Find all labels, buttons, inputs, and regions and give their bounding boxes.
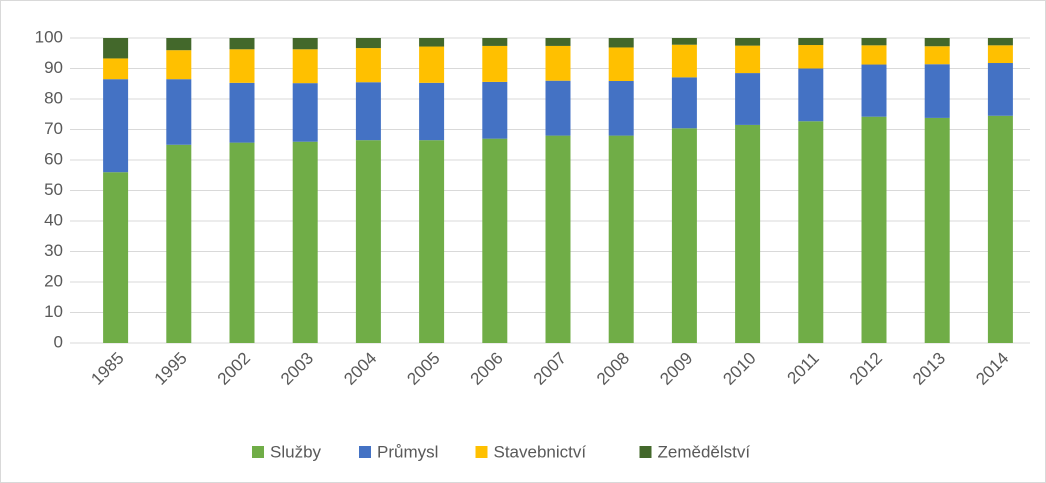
bar-segment <box>608 47 634 82</box>
y-tick-label: 20 <box>44 271 63 290</box>
bar-segment <box>166 79 192 145</box>
legend-swatch <box>475 446 488 458</box>
bar-segment <box>987 38 1013 46</box>
bar-segment <box>545 135 571 343</box>
bar-segment <box>861 38 887 46</box>
bar-segment <box>798 38 824 46</box>
y-tick-label: 50 <box>44 180 63 199</box>
y-tick-label: 10 <box>44 302 63 321</box>
bar-segment <box>608 81 634 136</box>
bar-segment <box>798 121 824 343</box>
y-tick-label: 0 <box>54 332 63 351</box>
bar-segment <box>103 172 129 343</box>
bar-segment <box>103 79 129 173</box>
bar-segment <box>355 38 381 49</box>
bar-segment <box>292 83 318 142</box>
bar-segment <box>735 38 761 46</box>
bar-segment <box>419 140 445 343</box>
bar-segment <box>671 77 697 129</box>
bar-segment <box>229 82 255 143</box>
bar-segment <box>229 142 255 343</box>
y-tick-label: 70 <box>44 119 63 138</box>
y-tick-label: 80 <box>44 88 63 107</box>
bar-segment <box>861 45 887 65</box>
bar-segment <box>671 38 697 45</box>
legend-label: Zemědělství <box>658 442 751 461</box>
bar-segment <box>735 73 761 125</box>
bar-segment <box>798 68 824 122</box>
bar-segment <box>608 38 634 48</box>
bar-segment <box>861 116 887 343</box>
y-tick-label: 90 <box>44 58 63 77</box>
bar-segment <box>735 124 761 343</box>
y-tick-label: 60 <box>44 149 63 168</box>
legend-label: Služby <box>270 442 322 461</box>
bar-segment <box>482 38 508 46</box>
bar-segment <box>355 82 381 141</box>
legend-label: Stavebnictví <box>494 442 587 461</box>
bar-segment <box>482 45 508 82</box>
bar-segment <box>924 38 950 47</box>
legend-swatch <box>359 446 371 458</box>
bar-segment <box>292 49 318 84</box>
bar-segment <box>924 46 950 65</box>
bar-segment <box>103 58 129 80</box>
bar-segment <box>103 38 129 59</box>
bar-segment <box>419 82 445 141</box>
bar-segment <box>924 117 950 343</box>
bar-segment <box>735 45 761 74</box>
bar-segment <box>798 45 824 69</box>
bar-segment <box>419 46 445 83</box>
bar-segment <box>545 45 571 81</box>
bar-segment <box>987 45 1013 64</box>
bar-segment <box>924 64 950 118</box>
bar-segment <box>861 64 887 117</box>
y-tick-label: 100 <box>35 27 63 46</box>
bar-segment <box>482 81 508 139</box>
legend-swatch <box>252 446 264 458</box>
bar-segment <box>292 38 318 50</box>
bar-segment <box>355 48 381 83</box>
bar-segment <box>987 115 1013 344</box>
bar-segment <box>545 80 571 136</box>
bar-segment <box>987 63 1013 116</box>
bar-segment <box>671 128 697 343</box>
bar-segment <box>355 140 381 343</box>
legend-label: Průmysl <box>377 442 438 461</box>
bar-segment <box>166 144 192 343</box>
bar-segment <box>229 38 255 50</box>
bar-segment <box>419 38 445 47</box>
bar-segment <box>166 38 192 51</box>
bar-segment <box>166 50 192 80</box>
bar-segment <box>482 138 508 343</box>
y-tick-label: 40 <box>44 210 63 229</box>
bar-segment <box>671 44 697 78</box>
y-tick-label: 30 <box>44 241 63 260</box>
bar-segment <box>292 141 318 343</box>
bar-segment <box>608 135 634 343</box>
bar-segment <box>229 49 255 83</box>
bar-segment <box>545 38 571 46</box>
legend-swatch <box>639 446 652 458</box>
